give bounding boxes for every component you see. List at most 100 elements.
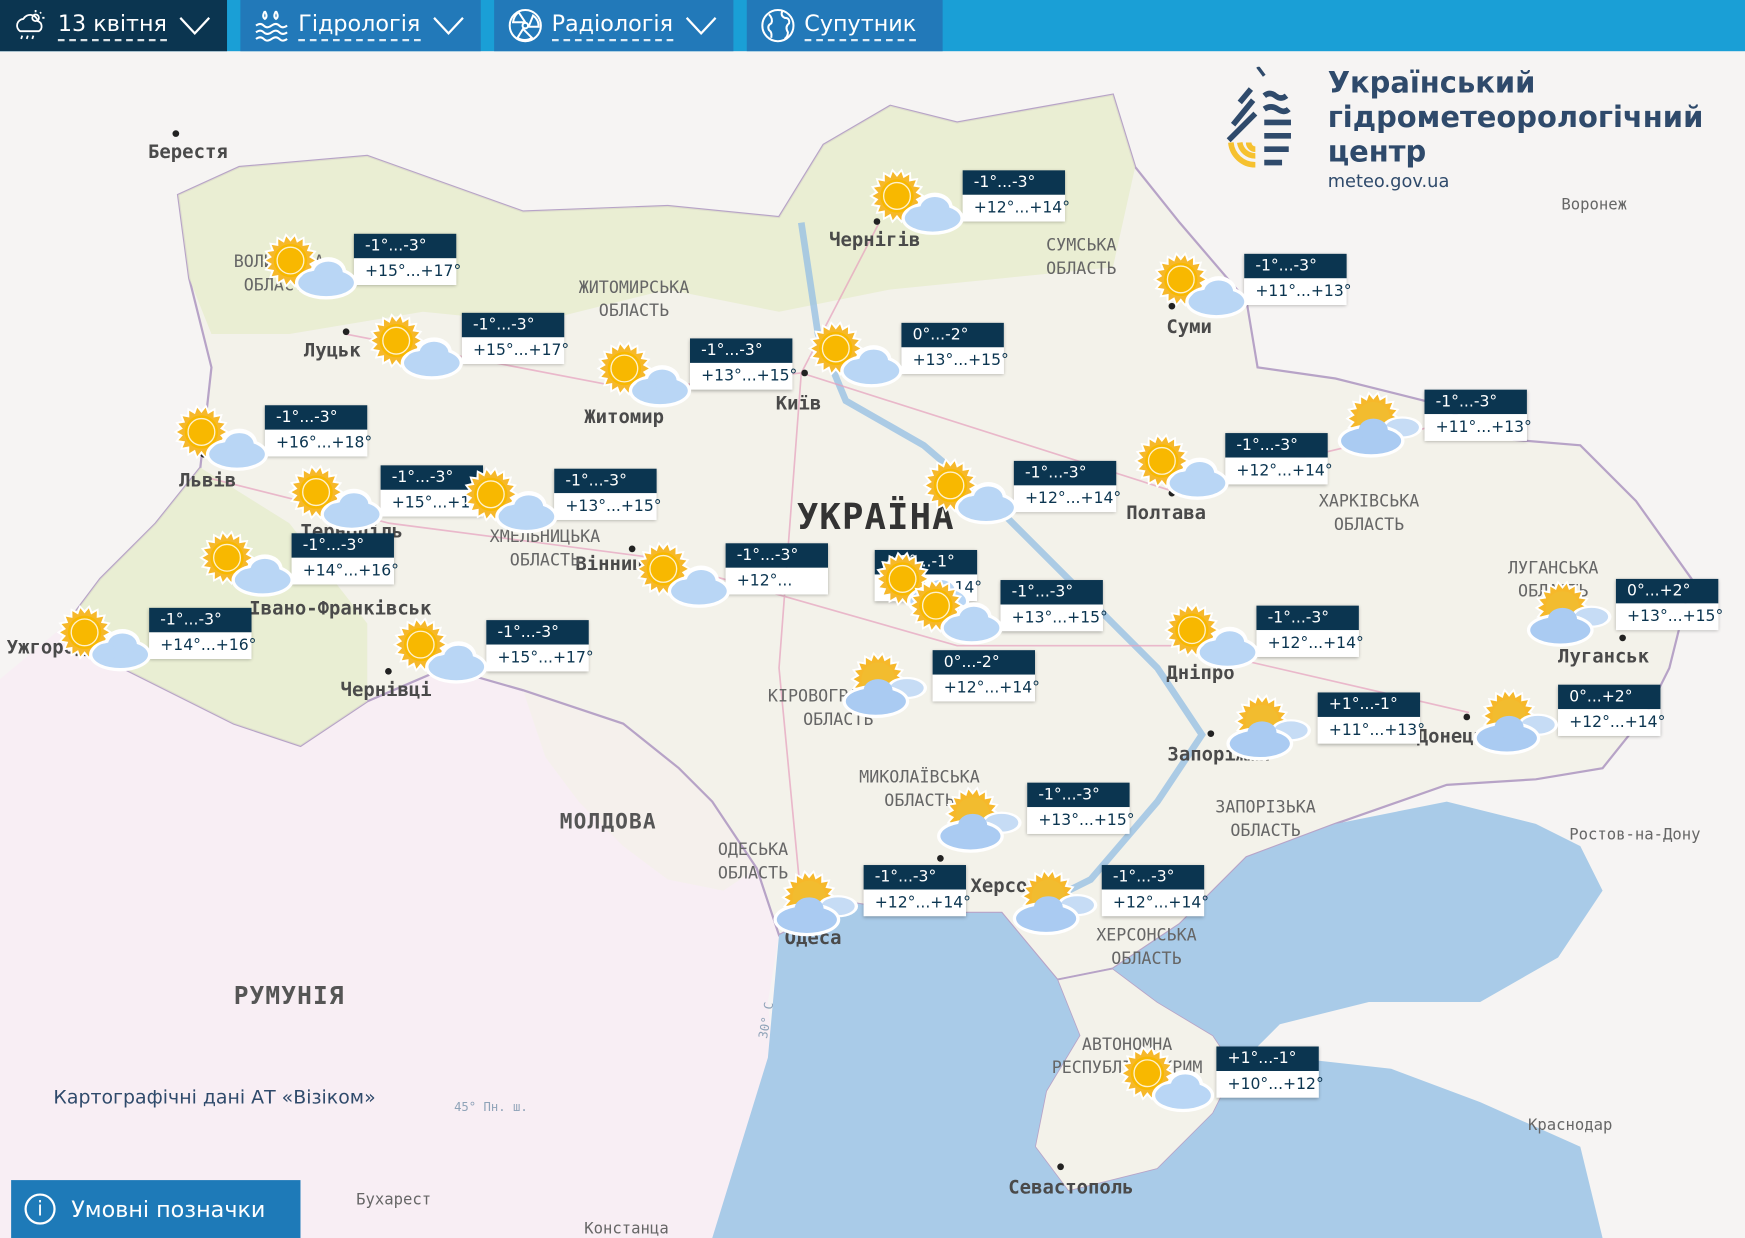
sun-cloud-icon[interactable] <box>807 320 903 393</box>
sun-cloud-icon[interactable] <box>921 456 1018 529</box>
city-label: Івано-Франківськ <box>249 597 432 621</box>
sun-cloud-icon[interactable] <box>462 465 558 538</box>
day-temperature: +12°...+14° <box>962 194 1070 222</box>
city-label: Луганськ <box>1558 645 1650 668</box>
forecast-label[interactable]: -1°...-3° +12°...+14° <box>1101 865 1209 917</box>
cloud-sun-icon[interactable] <box>1525 577 1621 650</box>
day-temperature: +12°...+14° <box>1013 485 1121 513</box>
ukrhydromet-logo <box>1226 66 1291 168</box>
sun-cloud-icon[interactable] <box>1118 1044 1215 1117</box>
city-label: Констанца <box>584 1220 669 1238</box>
night-temperature: -1°...-3° <box>1225 433 1328 458</box>
cloud-sun-icon[interactable] <box>1011 865 1107 938</box>
city-marker <box>1619 634 1626 642</box>
graticule-label: 45° Пн. ш. <box>454 1099 528 1115</box>
city-label: Луцьк <box>303 339 361 362</box>
forecast-label[interactable]: -1°...-3° +14°...+16° <box>291 533 399 585</box>
forecast-label[interactable]: -1°...-3° +15°...+17° <box>461 312 569 365</box>
sun-cloud-icon[interactable] <box>595 340 692 413</box>
forecast-label[interactable]: -1°...-3° +15°...+17° <box>486 620 594 672</box>
city-label: Львів <box>179 469 237 493</box>
sun-cloud-icon[interactable] <box>907 577 1003 650</box>
city-label: Ростов-на-Дону <box>1569 826 1701 844</box>
forecast-label[interactable]: +1°...-1° +11°...+13° <box>1317 692 1425 744</box>
forecast-label[interactable]: -1°...-3° +12°...+14° <box>1256 605 1364 657</box>
city-marker <box>1463 713 1471 721</box>
forecast-label[interactable]: -1°...-3° +12°...+14° <box>962 170 1070 222</box>
forecast-label[interactable]: -1°...-3° +13°...+15° <box>689 338 797 390</box>
day-temperature: +12°...+14° <box>1558 709 1665 736</box>
day-temperature: +15°...+17° <box>486 644 594 672</box>
night-temperature: 0°...-2° <box>932 650 1035 675</box>
tab-hydrology[interactable]: Гідрологія <box>240 0 481 52</box>
night-temperature: 0°...+2° <box>1558 684 1661 710</box>
forecast-label[interactable]: -1°...-3° +11°...+13° <box>1244 253 1352 306</box>
water-waves-icon <box>255 10 288 42</box>
sun-cloud-icon[interactable] <box>367 312 463 385</box>
region-label: ОДЕСЬКА ОБЛАСТЬ <box>717 839 789 883</box>
brand-url[interactable]: meteo.gov.ua <box>1327 170 1450 192</box>
cloud-sun-icon[interactable] <box>935 783 1031 856</box>
tab-date[interactable]: 13 квітня <box>0 0 228 52</box>
sun-cloud-icon[interactable] <box>56 603 152 676</box>
sun-cloud-icon[interactable] <box>634 540 731 613</box>
city-label: Чернігів <box>829 229 921 252</box>
sun-cloud-icon[interactable] <box>287 463 383 536</box>
forecast-label[interactable]: -1°...-3° +14°...+16° <box>149 607 256 660</box>
night-temperature: +1°...-1° <box>1317 692 1421 717</box>
night-temperature: -1°...-3° <box>264 405 368 430</box>
sun-cloud-icon[interactable] <box>1152 250 1248 323</box>
region-label: СУМСЬКА ОБЛАСТЬ <box>1046 234 1117 279</box>
legend-button[interactable]: i Умовні позначки <box>11 1180 301 1238</box>
city-marker <box>172 130 180 137</box>
chevron-down-icon <box>685 17 717 36</box>
city-label: Суми <box>1166 316 1212 339</box>
forecast-label[interactable]: +1°...-1° +10°...+12° <box>1216 1046 1324 1098</box>
forecast-label[interactable]: -1°...-3° +13°...+15° <box>1027 782 1135 834</box>
sun-cloud-icon[interactable] <box>172 403 269 476</box>
forecast-label[interactable]: -1°...-3° +15°...+17° <box>353 233 461 286</box>
forecast-label[interactable]: -1°...-3° +12°...+14° <box>1013 460 1121 513</box>
city-label: Берестя <box>148 141 228 164</box>
cloud-sun-icon[interactable] <box>1335 387 1431 460</box>
moldova-area <box>523 690 757 891</box>
cloud-sun-icon[interactable] <box>771 866 867 939</box>
day-temperature: +11°...+13° <box>1244 278 1352 306</box>
forecast-label[interactable]: 0°...-2° +12°...+14° <box>932 650 1040 702</box>
cloud-sun-icon[interactable] <box>1224 690 1320 763</box>
region-label: ХАРКІВСЬКА ОБЛАСТЬ <box>1318 490 1420 535</box>
day-temperature: +13°...+15° <box>1000 604 1108 632</box>
forecast-label[interactable]: 0°...+2° +12°...+14° <box>1558 684 1665 736</box>
city-marker <box>937 855 944 862</box>
forecast-label[interactable]: -1°...-3° +13°...+15° <box>554 468 662 520</box>
night-temperature: -1°...-3° <box>725 543 828 568</box>
day-temperature: +12°...+14° <box>1256 630 1364 657</box>
sun-cloud-icon[interactable] <box>868 167 964 240</box>
sun-cloud-icon[interactable] <box>1133 432 1229 505</box>
forecast-label[interactable]: 0°...+2° +13°...+15° <box>1615 578 1723 631</box>
day-temperature: +15°...+17° <box>353 258 461 286</box>
night-temperature: -1°...-3° <box>1256 605 1359 631</box>
sun-cloud-icon[interactable] <box>262 232 358 305</box>
forecast-label[interactable]: -1°...-3° +16°...+18° <box>264 405 372 457</box>
night-temperature: -1°...-3° <box>1013 460 1117 486</box>
sun-cloud-icon[interactable] <box>392 616 488 689</box>
night-temperature: -1°...-3° <box>863 865 966 890</box>
forecast-label[interactable]: -1°...-3° +12°...+14° <box>863 865 971 917</box>
forecast-label[interactable]: 0°...-2° +13°...+15° <box>901 322 1009 375</box>
day-temperature: +11°...+13° <box>1317 716 1425 744</box>
sun-cloud-icon[interactable] <box>198 529 294 602</box>
country-label: РУМУНІЯ <box>233 983 345 1011</box>
tab-radiology[interactable]: Радіологія <box>493 0 734 52</box>
region-label: МИКОЛАЇВСЬКА ОБЛАСТЬ <box>859 767 980 811</box>
cloud-sun-icon[interactable] <box>840 648 936 721</box>
forecast-label[interactable]: -1°...-3° +13°...+15° <box>1000 580 1108 632</box>
forecast-label[interactable]: -1°...-3° +11°...+13° <box>1424 389 1532 441</box>
forecast-label[interactable]: -1°...-3° +12°...+14° <box>1225 433 1333 485</box>
city-marker <box>801 369 808 377</box>
tab-satellite[interactable]: Супутник <box>746 0 943 52</box>
sun-cloud-icon[interactable] <box>1163 601 1259 674</box>
cloud-sun-icon[interactable] <box>1471 685 1567 758</box>
day-temperature: +14°...+16° <box>149 632 256 660</box>
forecast-label[interactable]: -1°...-3° +12°... <box>725 543 828 595</box>
